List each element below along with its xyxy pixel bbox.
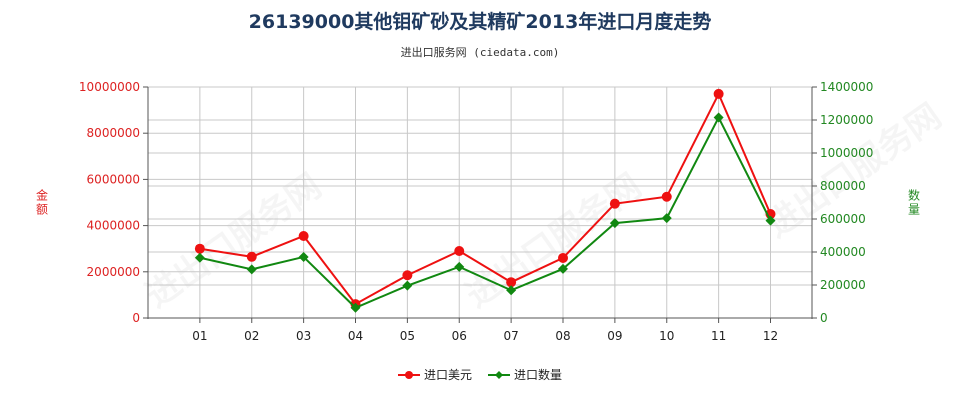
data-point (402, 280, 413, 291)
x-tick-label: 09 (607, 329, 622, 343)
legend-marker (405, 371, 413, 379)
legend-label: 进口美元 (424, 368, 472, 382)
data-point (298, 251, 309, 262)
x-tick-label: 03 (296, 329, 311, 343)
y-right-tick-label: 1000000 (820, 146, 873, 160)
data-point (713, 112, 724, 123)
x-tick-label: 11 (711, 329, 726, 343)
data-point (298, 230, 309, 241)
data-point (402, 270, 413, 281)
y-left-tick-label: 8000000 (87, 126, 140, 140)
series-line (199, 91, 772, 306)
series-2 (194, 112, 776, 313)
watermark-text: 进出口服务网 (139, 166, 329, 316)
chart-title: 26139000其他钼矿砂及其精矿2013年进口月度走势 (249, 10, 712, 33)
y-right-tick-label: 1200000 (820, 113, 873, 127)
data-point (609, 198, 620, 209)
series-line (199, 115, 772, 309)
y-left-tick-label: 10000000 (79, 80, 140, 94)
data-point (661, 213, 672, 224)
y-right-tick-label: 0 (820, 311, 828, 325)
x-tick-label: 12 (763, 329, 778, 343)
series-layer (194, 88, 776, 313)
data-point (246, 251, 257, 262)
y-left-tick-label: 2000000 (87, 265, 140, 279)
y-left-tick-label: 6000000 (87, 172, 140, 186)
data-point (506, 277, 517, 288)
y-left-tick-label: 4000000 (87, 219, 140, 233)
grid (148, 86, 812, 319)
data-point (194, 243, 205, 254)
y-right-tick-label: 400000 (820, 245, 866, 259)
legend-label: 进口数量 (514, 367, 562, 382)
y-right-tick-label: 1400000 (820, 80, 873, 94)
data-point (713, 88, 724, 99)
y-axis-right-label: 数量 (908, 188, 920, 217)
data-point (350, 302, 361, 313)
data-point (454, 246, 465, 257)
data-point (194, 252, 205, 263)
x-tick-label: 05 (400, 329, 415, 343)
data-point (765, 215, 776, 226)
data-point (454, 261, 465, 272)
data-point (558, 252, 568, 263)
data-point (246, 264, 257, 275)
watermark-text: 进出口服务网 (459, 166, 649, 316)
data-point (609, 218, 620, 229)
x-tick-label: 10 (659, 329, 674, 343)
x-tick-label: 06 (452, 329, 467, 343)
series-1 (194, 88, 776, 310)
y-right-tick-label: 800000 (820, 179, 866, 193)
data-point (558, 263, 568, 274)
y-left-tick-label: 0 (132, 311, 140, 325)
chart-subtitle: 进出口服务网 (ciedata.com) (401, 45, 560, 59)
legend-marker (495, 371, 503, 379)
y-right-tick-label: 600000 (820, 212, 866, 226)
axes: 0200000040000006000000800000010000000020… (79, 80, 874, 343)
x-tick-label: 04 (348, 329, 363, 343)
y-right-tick-label: 200000 (820, 278, 866, 292)
y-axis-left-label: 金额 (36, 188, 48, 217)
x-tick-label: 08 (555, 329, 570, 343)
legend: 进口美元 进口数量 (398, 367, 562, 382)
x-tick-label: 02 (244, 329, 259, 343)
data-point (506, 285, 517, 296)
x-tick-label: 07 (503, 329, 518, 343)
data-point (661, 191, 672, 202)
x-tick-label: 01 (192, 329, 207, 343)
